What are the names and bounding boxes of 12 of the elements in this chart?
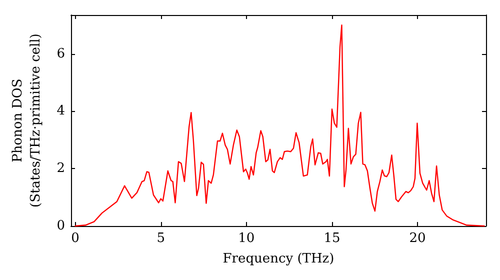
x-axis-title: Frequency (THz): [222, 252, 334, 266]
x-tick-label: 10: [238, 231, 255, 246]
x-tick-label: 5: [156, 231, 165, 246]
y-tick-label: 2: [56, 161, 65, 176]
y-tick-label: 6: [56, 46, 65, 62]
y-tick-label: 0: [56, 218, 65, 234]
y-tick-label: 4: [56, 104, 65, 119]
x-tick-label: 20: [409, 231, 426, 246]
line-series: [74, 24, 485, 227]
x-tick-label: 15: [324, 231, 340, 246]
y-axis-title: Phonon DOS (States/THz·primitive cell): [10, 33, 44, 208]
x-tick-label: 0: [71, 231, 80, 246]
